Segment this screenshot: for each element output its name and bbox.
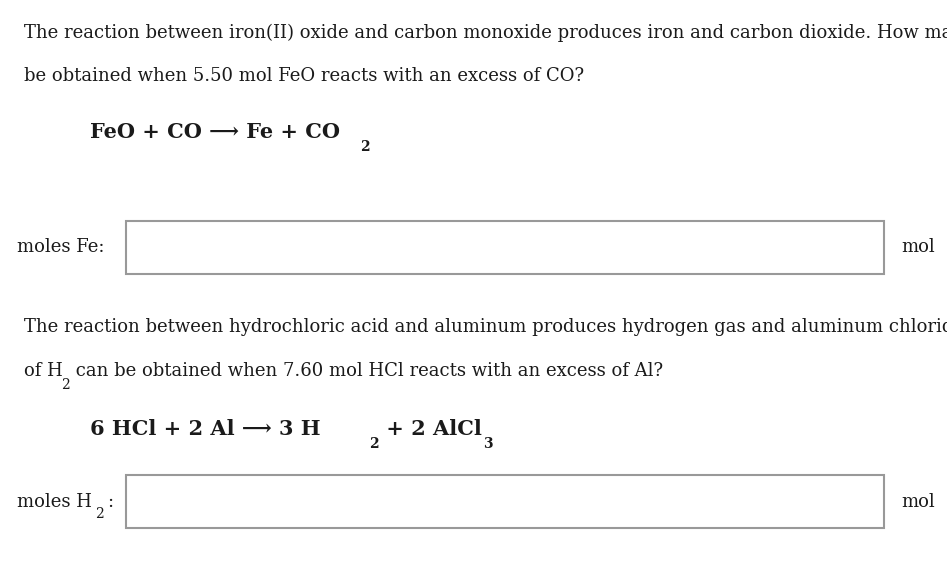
Text: FeO + CO ⟶ Fe + CO: FeO + CO ⟶ Fe + CO [90,122,340,142]
Text: be obtained when 5.50 mol FeO reacts with an excess of CO?: be obtained when 5.50 mol FeO reacts wit… [24,67,583,85]
Text: can be obtained when 7.60 mol HCl reacts with an excess of Al?: can be obtained when 7.60 mol HCl reacts… [70,362,663,380]
Text: 6 HCl + 2 Al ⟶ 3 H: 6 HCl + 2 Al ⟶ 3 H [90,419,321,439]
Text: 3: 3 [483,436,492,450]
Text: :: : [107,493,113,510]
Text: The reaction between hydrochloric acid and aluminum produces hydrogen gas and al: The reaction between hydrochloric acid a… [24,318,947,336]
Text: 2: 2 [95,508,103,521]
Text: 2: 2 [369,436,379,450]
Text: moles Fe:: moles Fe: [17,239,104,256]
FancyBboxPatch shape [126,475,884,528]
Text: + 2 AlCl: + 2 AlCl [379,419,482,439]
FancyBboxPatch shape [126,221,884,274]
Text: The reaction between iron(II) oxide and carbon monoxide produces iron and carbon: The reaction between iron(II) oxide and … [24,23,947,41]
Text: of H: of H [24,362,63,380]
Text: 2: 2 [360,140,369,154]
Text: 2: 2 [61,378,69,392]
Text: moles H: moles H [17,493,92,510]
Text: mol: mol [902,493,936,510]
Text: mol: mol [902,239,936,256]
